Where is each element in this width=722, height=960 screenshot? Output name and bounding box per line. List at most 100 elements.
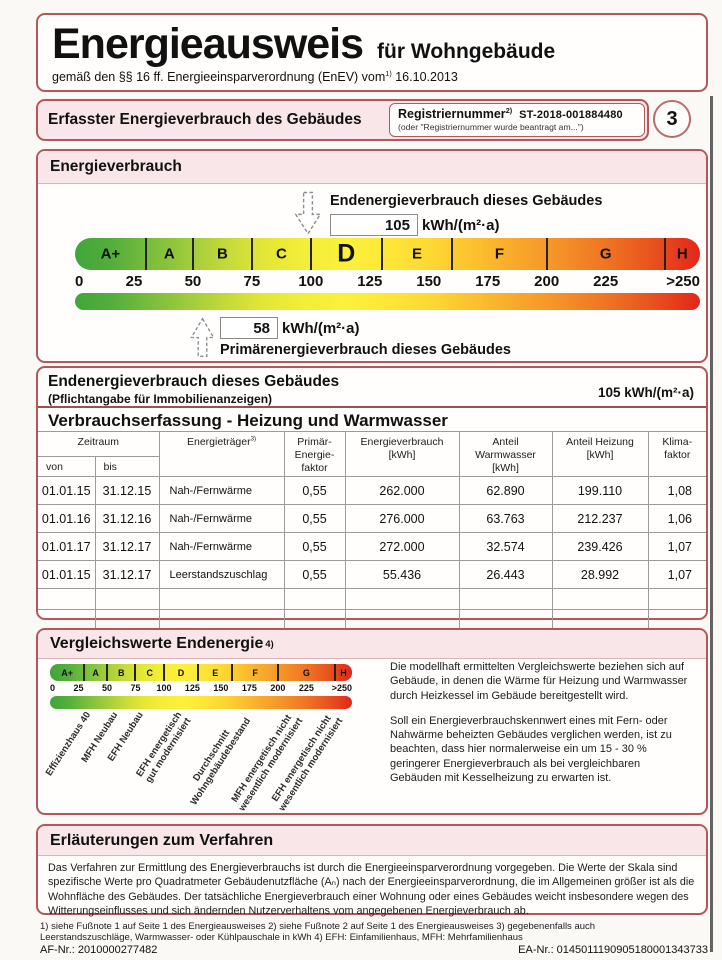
scale-tick: 225 xyxy=(593,273,619,290)
scale-class-A: A xyxy=(92,667,99,678)
law-footnote-sup: 1) xyxy=(385,68,392,78)
scale-class-D: D xyxy=(337,239,356,268)
primary-energy-value-row: 58 kWh/(m²·a) xyxy=(220,317,360,339)
scale-class-F: F xyxy=(252,667,258,678)
comparison-marker: EFH energetisch gut modernisiert xyxy=(134,710,194,785)
comparison-box: Vergleichswerte Endenergie 4) A+ A B C D E F G H … xyxy=(36,628,708,815)
consumption-table-box: Endenergieverbrauch dieses Gebäudes (Pfl… xyxy=(36,366,708,631)
col-header-energietraeger: Energieträger3) xyxy=(158,431,285,478)
scale-tick: 225 xyxy=(298,683,314,693)
scale-tick: 100 xyxy=(156,683,172,693)
scale-class-B: B xyxy=(117,667,125,678)
energy-gradient-bar xyxy=(75,293,700,310)
registry-label: Registriernummer2) xyxy=(398,105,513,121)
end-energy-value-box: 105 xyxy=(330,214,418,236)
banner-subtitle: (Pflichtangabe für Immobilienanzeigen) xyxy=(48,392,273,406)
energy-consumption-box: Energieverbrauch Endenergieverbrauch die… xyxy=(36,149,708,363)
scale-tick: 25 xyxy=(73,683,84,693)
document-title: Energieausweis xyxy=(52,20,364,68)
document-title-suffix: für Wohngebäude xyxy=(377,40,556,63)
col-header-bis: bis xyxy=(94,456,160,478)
energy-class-scale: A+ A B C D E F G H xyxy=(75,238,700,270)
scale-tick: 125 xyxy=(184,683,200,693)
scale-tick: 75 xyxy=(130,683,141,693)
table-row: 01.01.16 31.12.16 Nah-/Fernwärme 0,55 276.00… xyxy=(37,504,707,534)
scale-class-F: F xyxy=(494,245,505,263)
scale-class-B: B xyxy=(216,245,228,263)
scale-tick: 75 xyxy=(243,273,261,290)
col-header-von: von xyxy=(37,456,96,478)
down-arrow-icon xyxy=(294,191,322,235)
comparison-title: Vergleichswerte Endenergie 4) xyxy=(38,630,706,659)
explanation-title: Erläuterungen zum Verfahren xyxy=(38,826,706,856)
end-energy-label: Endenergieverbrauch dieses Gebäudes xyxy=(330,193,603,209)
ea-number: EA-Nr.: 0145011190905180001343733 xyxy=(518,944,708,956)
scale-class-G: G xyxy=(599,245,612,263)
scale-class-H: H xyxy=(676,245,688,263)
consumption-table-title: Verbrauchserfassung - Heizung und Warmwa… xyxy=(48,411,448,430)
scale-tick: 0 xyxy=(50,683,56,693)
scale-class-E: E xyxy=(411,245,422,263)
registry-number: ST-2018-001884480 xyxy=(519,109,623,121)
page-number-badge: 3 xyxy=(653,100,691,138)
col-header-energieverbrauch: Energieverbrauch [kWh] xyxy=(344,431,460,478)
scale-class-E: E xyxy=(212,667,219,678)
af-number: AF-Nr.: 2010000277482 xyxy=(40,944,158,956)
scale-tick: >250 xyxy=(666,273,700,290)
primary-energy-unit: kWh/(m²·a) xyxy=(282,319,360,337)
law-line: gemäß den §§ 16 ff. Energieeinsparverord… xyxy=(52,70,386,84)
scale-class-H: H xyxy=(340,667,347,678)
table-row: 01.01.17 31.12.17 Nah-/Fernwärme 0,55 272.00… xyxy=(37,532,707,562)
end-energy-value-row: 105 kWh/(m²·a) xyxy=(330,214,500,236)
empty-table-row xyxy=(37,609,707,631)
table-row: 01.01.15 31.12.17 Leerstandszuschlag 0,55 55… xyxy=(37,560,707,590)
scale-class-A: A xyxy=(163,245,175,263)
comparison-text: Die modellhaft ermittelten Vergleichswer… xyxy=(390,660,692,796)
scale-tick: >250 xyxy=(331,683,352,693)
comparison-paragraph: Die modellhaft ermittelten Vergleichswer… xyxy=(390,661,688,702)
scale-tick: 150 xyxy=(213,683,229,693)
scale-tick: 175 xyxy=(475,273,501,290)
col-header-primaerfaktor: Primär- Energie- faktor xyxy=(283,431,346,478)
comparison-paragraph: Soll ein Energieverbrauchskennwert eines… xyxy=(390,714,672,785)
document-subtitle: gemäß den §§ 16 ff. Energieeinsparverord… xyxy=(52,70,692,84)
scale-tick: 50 xyxy=(184,273,202,290)
primary-energy-label: Primärenergieverbrauch dieses Gebäudes xyxy=(220,342,511,358)
empty-table-row xyxy=(37,588,707,611)
scale-tick: 125 xyxy=(357,273,383,290)
end-energy-banner: Endenergieverbrauch dieses Gebäudes (Pfl… xyxy=(38,368,706,408)
scale-class-A+: A+ xyxy=(100,245,121,263)
scale-tick: 150 xyxy=(416,273,442,290)
table-row: 01.01.15 31.12.15 Nah-/Fernwärme 0,55 262.00… xyxy=(37,476,707,506)
col-header-klimafaktor: Klima- faktor xyxy=(647,431,707,478)
registry-note: (oder "Registriernummer wurde beantragt … xyxy=(398,122,584,132)
footnotes-line-2: Leerstandszuschläge, Warmwasser- oder Kü… xyxy=(40,932,523,943)
footnotes-line-1: 1) siehe Fußnote 1 auf Seite 1 des Energ… xyxy=(40,921,596,932)
comparison-scale-ticks: 0 25 50 75 100 125 150 175 200 225 >250 xyxy=(50,683,352,694)
scale-class-A+: A+ xyxy=(61,667,73,678)
consumption-table: Zeitraum Energieträger3) Primär- Energie… xyxy=(37,431,707,631)
scale-tick: 200 xyxy=(270,683,286,693)
scale-class-D: D xyxy=(177,667,185,678)
scale-class-C: C xyxy=(146,667,153,678)
comparison-marker: Effizienzhaus 40 xyxy=(43,710,94,778)
scan-edge-line xyxy=(710,96,713,952)
scale-tick: 200 xyxy=(534,273,560,290)
section-header-title: Erfasster Energieverbrauch des Gebäudes xyxy=(48,111,362,128)
comparison-gradient-bar xyxy=(50,696,352,709)
section-header-bar: Erfasster Energieverbrauch des Gebäudes … xyxy=(36,99,649,141)
law-date: 16.10.2013 xyxy=(395,70,458,84)
end-energy-unit: kWh/(m²·a) xyxy=(422,216,500,234)
scale-tick: 100 xyxy=(298,273,324,290)
comparison-class-scale: A+ A B C D E F G H xyxy=(50,664,352,681)
energy-section-title: Energieverbrauch xyxy=(38,151,706,184)
scale-class-G: G xyxy=(302,667,310,678)
scale-tick: 175 xyxy=(241,683,257,693)
col-header-zeitraum: Zeitraum xyxy=(37,431,160,457)
energy-scale-ticks: 0 25 50 75 100 125 150 175 200 225 >250 xyxy=(75,273,700,291)
scale-tick: 0 xyxy=(75,273,84,290)
banner-value: 105 kWh/(m²·a) xyxy=(597,385,694,400)
up-arrow-icon xyxy=(190,317,215,357)
scale-tick: 50 xyxy=(101,683,112,693)
